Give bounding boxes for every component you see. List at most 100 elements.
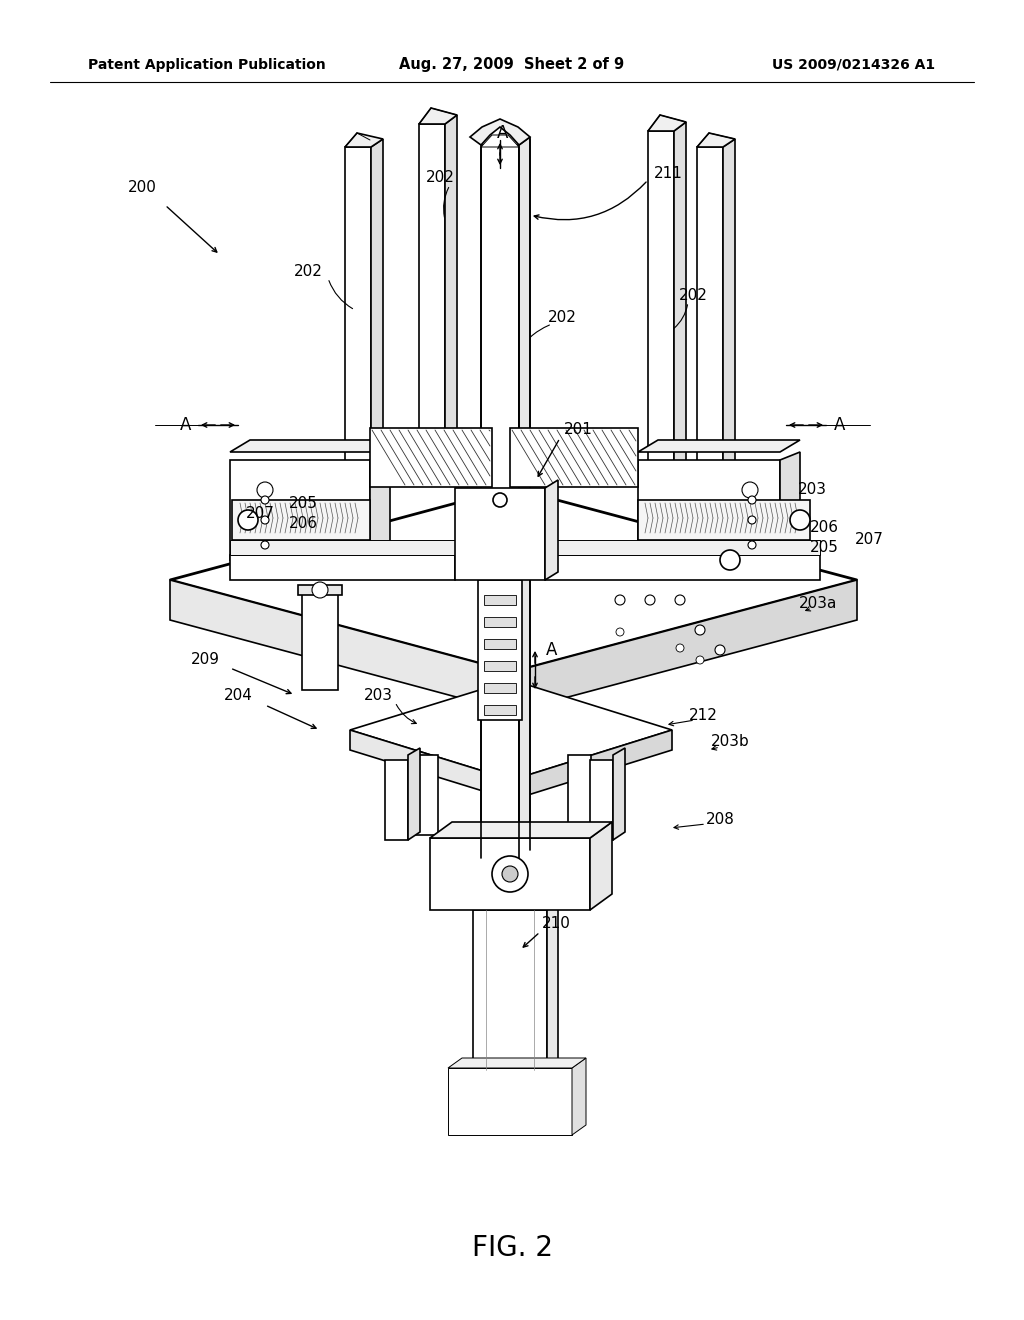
Polygon shape xyxy=(723,139,735,480)
Polygon shape xyxy=(449,1068,572,1135)
Text: 209: 209 xyxy=(190,652,219,668)
Text: 202: 202 xyxy=(548,310,577,326)
Polygon shape xyxy=(371,139,383,480)
Text: 202: 202 xyxy=(679,288,708,302)
Polygon shape xyxy=(674,121,686,470)
Polygon shape xyxy=(449,1059,586,1068)
Polygon shape xyxy=(470,119,530,145)
Polygon shape xyxy=(230,554,455,579)
Polygon shape xyxy=(445,115,457,470)
Text: 212: 212 xyxy=(688,708,718,722)
Polygon shape xyxy=(484,682,516,693)
Polygon shape xyxy=(170,579,512,711)
Circle shape xyxy=(312,582,328,598)
Polygon shape xyxy=(455,488,545,579)
Text: 208: 208 xyxy=(706,813,734,828)
Polygon shape xyxy=(613,748,625,840)
Polygon shape xyxy=(697,133,735,147)
Text: 203: 203 xyxy=(798,483,826,498)
Polygon shape xyxy=(590,760,613,840)
Circle shape xyxy=(748,541,756,549)
Text: Aug. 27, 2009  Sheet 2 of 9: Aug. 27, 2009 Sheet 2 of 9 xyxy=(399,58,625,73)
Circle shape xyxy=(616,628,624,636)
Polygon shape xyxy=(572,1059,586,1135)
Polygon shape xyxy=(298,585,342,595)
Polygon shape xyxy=(512,730,672,800)
Polygon shape xyxy=(419,108,457,124)
Text: 205: 205 xyxy=(289,496,318,511)
Polygon shape xyxy=(547,904,558,1071)
Polygon shape xyxy=(590,822,612,909)
Text: 207: 207 xyxy=(855,532,884,548)
Circle shape xyxy=(790,510,810,531)
Text: 207: 207 xyxy=(246,507,275,521)
Text: 203: 203 xyxy=(364,688,392,702)
Polygon shape xyxy=(230,540,455,554)
Text: A: A xyxy=(498,124,509,143)
Polygon shape xyxy=(302,590,338,690)
Circle shape xyxy=(675,595,685,605)
Text: 210: 210 xyxy=(542,916,570,931)
Polygon shape xyxy=(484,595,516,605)
Polygon shape xyxy=(430,838,590,909)
Polygon shape xyxy=(545,540,820,554)
Polygon shape xyxy=(230,459,370,560)
Circle shape xyxy=(748,516,756,524)
Text: 204: 204 xyxy=(223,688,253,702)
Circle shape xyxy=(615,595,625,605)
Polygon shape xyxy=(345,133,383,147)
Polygon shape xyxy=(232,500,370,540)
Circle shape xyxy=(720,550,740,570)
Text: 206: 206 xyxy=(289,516,318,532)
Polygon shape xyxy=(170,488,857,672)
Text: 201: 201 xyxy=(563,422,593,437)
Circle shape xyxy=(742,482,758,498)
Text: 202: 202 xyxy=(426,170,455,186)
Circle shape xyxy=(261,541,269,549)
Polygon shape xyxy=(648,115,686,131)
Polygon shape xyxy=(484,705,516,715)
Circle shape xyxy=(257,482,273,498)
Text: 211: 211 xyxy=(653,165,682,181)
Polygon shape xyxy=(780,451,800,560)
Polygon shape xyxy=(408,748,420,840)
Polygon shape xyxy=(519,137,530,847)
Text: US 2009/0214326 A1: US 2009/0214326 A1 xyxy=(772,58,935,73)
Text: FIG. 2: FIG. 2 xyxy=(471,1234,553,1262)
Circle shape xyxy=(502,866,518,882)
Circle shape xyxy=(696,656,705,664)
Polygon shape xyxy=(638,459,780,560)
Polygon shape xyxy=(345,147,371,480)
Circle shape xyxy=(645,595,655,605)
Polygon shape xyxy=(484,661,516,671)
Circle shape xyxy=(238,510,258,531)
Text: A: A xyxy=(180,416,191,434)
Circle shape xyxy=(493,492,507,507)
Circle shape xyxy=(261,496,269,504)
Polygon shape xyxy=(350,680,672,780)
Polygon shape xyxy=(481,135,519,147)
Polygon shape xyxy=(370,451,390,560)
Polygon shape xyxy=(545,480,558,579)
Text: 202: 202 xyxy=(294,264,323,280)
Text: 205: 205 xyxy=(810,540,839,556)
Polygon shape xyxy=(484,639,516,649)
Text: Patent Application Publication: Patent Application Publication xyxy=(88,58,326,73)
Polygon shape xyxy=(545,554,820,579)
Polygon shape xyxy=(510,428,638,487)
Polygon shape xyxy=(481,145,519,840)
Polygon shape xyxy=(473,909,547,1071)
Polygon shape xyxy=(484,616,516,627)
Text: A: A xyxy=(547,642,558,659)
Polygon shape xyxy=(648,131,674,470)
Polygon shape xyxy=(415,755,438,836)
Polygon shape xyxy=(230,440,390,451)
Circle shape xyxy=(492,855,528,892)
Polygon shape xyxy=(478,579,522,719)
Circle shape xyxy=(695,624,705,635)
Circle shape xyxy=(715,645,725,655)
Polygon shape xyxy=(430,822,612,838)
Polygon shape xyxy=(512,579,857,711)
Polygon shape xyxy=(568,755,591,836)
Circle shape xyxy=(748,496,756,504)
